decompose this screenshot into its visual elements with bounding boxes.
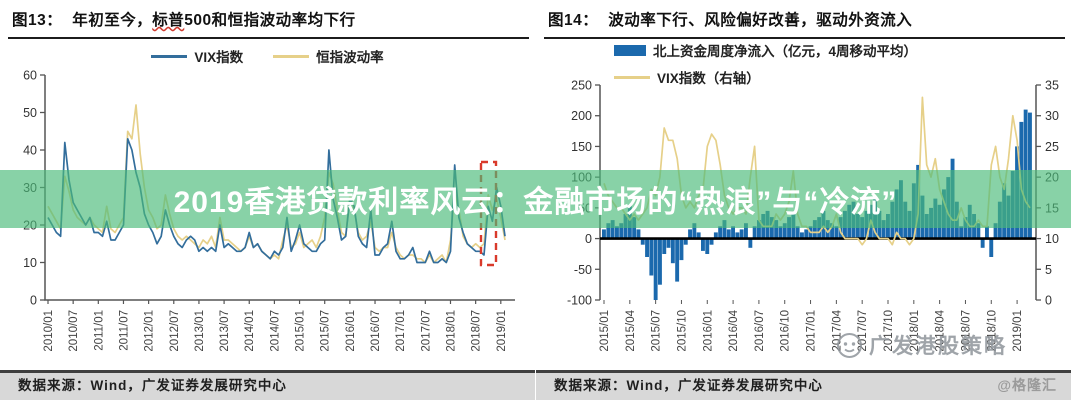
svg-text:2010/07: 2010/07 <box>68 310 80 352</box>
svg-text:2015/04: 2015/04 <box>625 309 637 351</box>
svg-text:2015/01: 2015/01 <box>599 310 611 352</box>
svg-text:2016/07: 2016/07 <box>754 310 766 352</box>
smiley-face-icon <box>837 332 862 358</box>
figure-13-title-rest: 500和恒指波动率均下行 <box>184 12 356 29</box>
svg-text:2014/01: 2014/01 <box>244 310 256 352</box>
svg-text:2016/01: 2016/01 <box>702 310 714 352</box>
figure-13-title-spellcheck-word: 标普 <box>152 12 185 29</box>
svg-text:10: 10 <box>1045 232 1059 246</box>
figure-14-label: 图14： <box>548 12 599 29</box>
svg-text:2011/07: 2011/07 <box>118 310 130 351</box>
svg-text:2011/01: 2011/01 <box>93 310 105 351</box>
headline-text: 2019香港贷款利率风云：金融市场的“热浪”与“冷流” <box>173 186 898 219</box>
figure-13-source-bar: 数据来源：Wind，广发证券发展研究中心 <box>0 370 535 400</box>
svg-text:2015/07: 2015/07 <box>320 310 332 352</box>
svg-text:2016/04: 2016/04 <box>728 309 740 351</box>
northbound-flow-bar-swatch <box>614 44 646 56</box>
svg-text:40: 40 <box>23 144 37 158</box>
svg-text:2013/01: 2013/01 <box>194 310 206 352</box>
svg-text:2014/07: 2014/07 <box>269 310 281 352</box>
svg-text:5: 5 <box>1045 263 1052 277</box>
svg-text:60: 60 <box>23 69 37 83</box>
svg-text:2019/01: 2019/01 <box>1012 310 1024 352</box>
vix-line-swatch <box>151 54 188 58</box>
svg-text:0: 0 <box>1045 294 1052 308</box>
svg-text:30: 30 <box>1045 109 1059 123</box>
hsi-vol-line-swatch <box>273 54 310 58</box>
legend-item-northbound-flow: 北上资金周度净流入（亿元，4周移动平均） <box>614 40 917 60</box>
svg-text:2012/07: 2012/07 <box>169 310 181 352</box>
svg-text:10: 10 <box>23 256 37 270</box>
svg-text:2017/01: 2017/01 <box>395 310 407 352</box>
figure-14-legend: 北上资金周度净流入（亿元，4周移动平均） VIX指数（右轴） <box>614 40 917 87</box>
svg-text:2017/07: 2017/07 <box>420 310 432 352</box>
svg-text:2019/01: 2019/01 <box>496 310 508 352</box>
svg-text:2018/04: 2018/04 <box>935 309 947 351</box>
svg-text:2015/10: 2015/10 <box>676 310 688 352</box>
svg-text:25: 25 <box>1045 140 1059 154</box>
svg-text:2018/07: 2018/07 <box>960 310 972 352</box>
figure-14-title-text: 波动率下行、风险偏好改善，驱动外资流入 <box>608 12 913 29</box>
headline-banner: 2019香港贷款利率风云：金融市场的“热浪”与“冷流” <box>0 170 1071 228</box>
gf-strategy-watermark: 广发港股策略 <box>836 330 1007 360</box>
vix-legend-label: VIX指数 <box>194 50 244 65</box>
vix-right-axis-line-swatch <box>614 75 650 79</box>
figure-13-source-text: 数据来源：Wind，广发证券发展研究中心 <box>18 378 287 393</box>
svg-text:2012/01: 2012/01 <box>144 310 156 352</box>
northbound-flow-legend-label: 北上资金周度净流入（亿元，4周移动平均） <box>653 44 918 59</box>
svg-text:35: 35 <box>1045 79 1059 93</box>
gf-strategy-watermark-text: 广发港股策略 <box>869 335 1007 358</box>
svg-text:-50: -50 <box>574 263 592 277</box>
svg-text:2018/10: 2018/10 <box>986 310 998 352</box>
svg-text:50: 50 <box>23 106 37 120</box>
vix-right-axis-legend-label: VIX指数（右轴） <box>657 71 760 86</box>
svg-text:2018/01: 2018/01 <box>909 310 921 352</box>
svg-text:2016/01: 2016/01 <box>345 310 357 352</box>
svg-text:2017/01: 2017/01 <box>806 310 818 352</box>
svg-text:2016/07: 2016/07 <box>370 310 382 352</box>
svg-text:2018/01: 2018/01 <box>445 310 457 352</box>
figure-14-title: 图14： 波动率下行、风险偏好改善，驱动外资流入 <box>544 5 1065 39</box>
hsi-vol-legend-label: 恒指波动率 <box>316 50 384 65</box>
figure-14-source-bar: 数据来源：Wind，广发证券发展研究中心 <box>536 370 1071 400</box>
figure-13-title-pre: 年初至今， <box>72 12 153 29</box>
svg-text:-100: -100 <box>567 294 592 308</box>
legend-item-vix-right-axis: VIX指数（右轴） <box>614 67 917 87</box>
svg-text:200: 200 <box>571 109 592 123</box>
svg-text:2018/07: 2018/07 <box>471 310 483 352</box>
figure-14-source-text: 数据来源：Wind，广发证券发展研究中心 <box>554 378 823 393</box>
figure-13-title: 图13： 年初至今，标普500和恒指波动率均下行 <box>8 5 529 39</box>
svg-text:2016/10: 2016/10 <box>780 310 792 352</box>
svg-text:0: 0 <box>585 232 592 246</box>
figure-13-legend: VIX指数 恒指波动率 <box>0 46 535 66</box>
svg-text:2017/04: 2017/04 <box>831 309 843 351</box>
svg-text:250: 250 <box>571 79 592 93</box>
svg-text:2010/01: 2010/01 <box>43 310 55 352</box>
svg-text:0: 0 <box>30 294 37 308</box>
svg-text:2013/07: 2013/07 <box>219 310 231 352</box>
legend-item-hsi-vol: 恒指波动率 <box>273 46 384 66</box>
svg-text:2017/10: 2017/10 <box>883 310 895 352</box>
svg-text:150: 150 <box>571 140 592 154</box>
svg-text:2015/07: 2015/07 <box>651 310 663 352</box>
legend-item-vix: VIX指数 <box>151 46 243 66</box>
svg-text:2015/01: 2015/01 <box>295 310 307 352</box>
gelonghui-watermark: @格隆汇 <box>997 377 1057 393</box>
figure-13-label: 图13： <box>12 12 63 29</box>
